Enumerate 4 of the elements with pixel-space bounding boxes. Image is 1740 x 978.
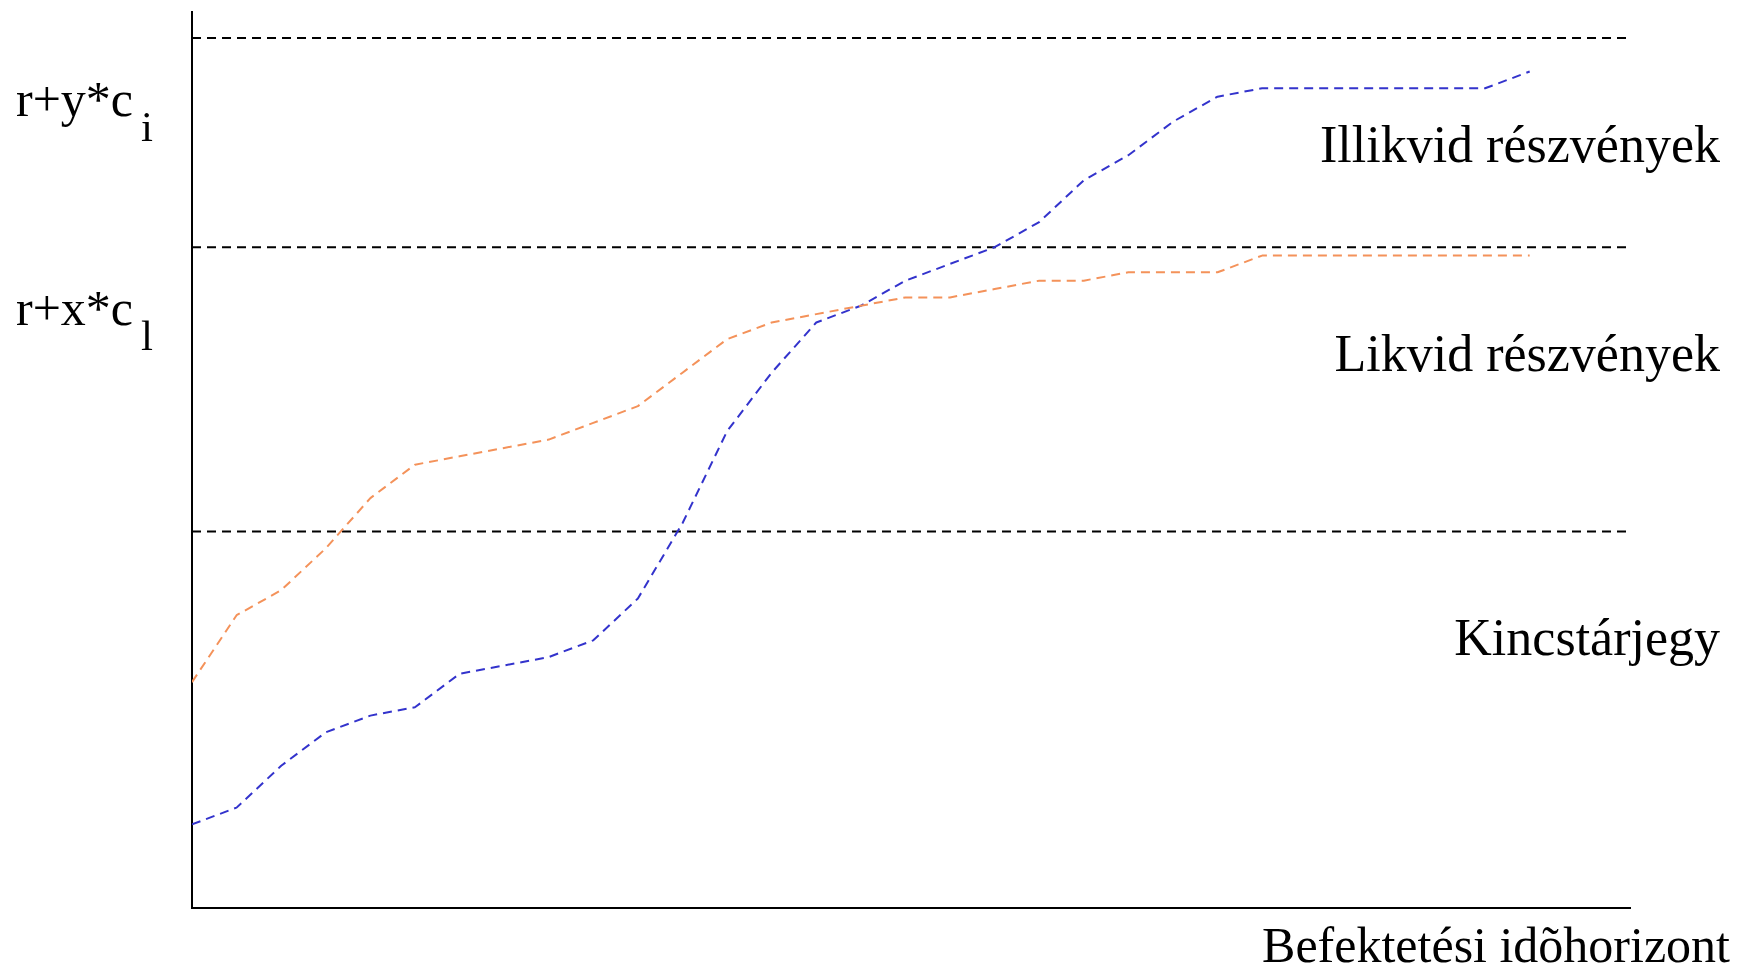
annotation: Kincstárjegy bbox=[1454, 609, 1720, 667]
annotation: Illikvid részvények bbox=[1320, 115, 1720, 173]
annotation: Likvid részvények bbox=[1334, 324, 1720, 382]
x-axis-title: Befektetési idõhorizont bbox=[1262, 917, 1731, 974]
